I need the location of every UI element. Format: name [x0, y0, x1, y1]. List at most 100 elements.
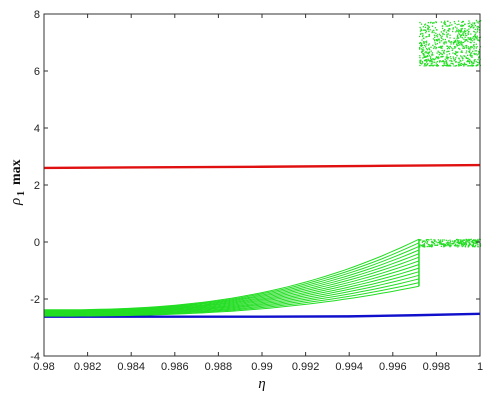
plateau-point — [474, 240, 477, 242]
plateau-point — [457, 242, 459, 244]
plateau-point — [440, 243, 442, 245]
plateau-point — [457, 239, 459, 241]
cloud-point — [471, 60, 473, 63]
plateau-point — [454, 243, 457, 245]
cloud-point — [425, 56, 427, 58]
cloud-point — [420, 28, 422, 30]
cloud-point — [448, 39, 450, 42]
plateau-point — [441, 240, 444, 243]
cloud-point — [437, 57, 439, 59]
plateau-point — [468, 243, 470, 246]
cloud-point — [469, 51, 471, 53]
cloud-point — [460, 29, 462, 31]
plateau-point — [425, 240, 427, 242]
cloud-point — [477, 26, 479, 28]
cloud-point — [426, 59, 428, 62]
cloud-point — [441, 37, 443, 39]
cloud-point — [455, 50, 457, 53]
plateau-point — [445, 244, 447, 246]
plateau-point — [453, 245, 456, 247]
cloud-point — [467, 37, 469, 39]
plateau-point — [454, 240, 457, 242]
cloud-point — [462, 20, 464, 23]
plateau-point — [472, 241, 474, 243]
plateau-point — [448, 244, 450, 246]
cloud-point — [460, 51, 462, 53]
plateau-point — [449, 245, 451, 247]
y-tick-label: 2 — [34, 180, 40, 192]
cloud-point — [458, 23, 460, 25]
cloud-point — [431, 31, 433, 34]
plateau-point — [472, 243, 475, 245]
cloud-point — [441, 61, 443, 63]
plateau-point — [467, 246, 469, 248]
cloud-point — [451, 49, 453, 51]
cloud-point — [475, 65, 477, 67]
cloud-point — [433, 64, 435, 66]
cloud-point — [428, 65, 430, 67]
cloud-point — [464, 39, 467, 41]
cloud-point — [421, 63, 423, 65]
cloud-point — [457, 37, 459, 39]
cloud-point — [463, 65, 465, 67]
cloud-point — [434, 27, 437, 29]
plateau-point — [429, 245, 431, 247]
plateau-point — [428, 244, 430, 246]
cloud-point — [426, 24, 428, 27]
cloud-point — [466, 57, 468, 59]
cloud-point — [421, 51, 423, 53]
plateau-point — [422, 245, 424, 248]
cloud-point — [422, 34, 424, 36]
cloud-point — [438, 33, 441, 35]
cloud-point — [477, 39, 479, 41]
y-tick-label: -4 — [30, 351, 40, 363]
plateau-point — [420, 239, 422, 241]
cloud-point — [423, 65, 425, 67]
cloud-point — [463, 45, 465, 47]
plateau-point — [477, 244, 479, 246]
cloud-point — [450, 62, 452, 64]
cloud-point — [428, 51, 430, 53]
plateau-point — [449, 244, 451, 246]
plateau-point — [426, 242, 428, 244]
cloud-point — [449, 56, 452, 58]
cloud-point — [449, 34, 451, 36]
cloud-point — [436, 61, 438, 63]
plateau-point — [440, 245, 443, 247]
plateau-point — [477, 238, 479, 241]
cloud-point — [434, 39, 436, 41]
cloud-point — [476, 31, 479, 33]
plateau-point — [430, 246, 433, 248]
cloud-point — [474, 46, 476, 48]
plateau-point — [473, 239, 476, 242]
axis-ticks: 0.98 0.982 0.984 0.986 0.988 0.99 0.992 0.994 0.… — [30, 9, 483, 373]
cloud-point — [435, 32, 437, 34]
cloud-point — [468, 51, 470, 53]
plateau-point — [476, 243, 478, 245]
x-tick-label: 0.994 — [335, 361, 363, 373]
cloud-point — [455, 31, 457, 33]
x-tick-label: 0.998 — [423, 361, 451, 373]
cloud-point — [470, 37, 472, 40]
cloud-point — [448, 47, 450, 50]
cloud-point — [422, 47, 424, 49]
cloud-point — [456, 23, 458, 26]
plateau-point — [468, 238, 470, 241]
plateau-point — [465, 240, 467, 242]
plateau-point — [463, 243, 466, 245]
cloud-point — [439, 42, 441, 44]
cloud-point — [455, 52, 457, 54]
cloud-point — [436, 29, 438, 31]
cloud-point — [450, 43, 452, 45]
plateau-point — [443, 245, 445, 247]
cloud-point — [452, 56, 454, 58]
cloud-point — [419, 64, 421, 67]
cloud-point — [470, 37, 472, 39]
cloud-point — [475, 32, 477, 34]
cloud-point — [464, 30, 466, 33]
cloud-point — [425, 42, 428, 44]
cloud-point — [463, 31, 465, 34]
cloud-point — [434, 36, 436, 38]
cloud-point — [422, 32, 424, 35]
cloud-point — [446, 33, 448, 35]
